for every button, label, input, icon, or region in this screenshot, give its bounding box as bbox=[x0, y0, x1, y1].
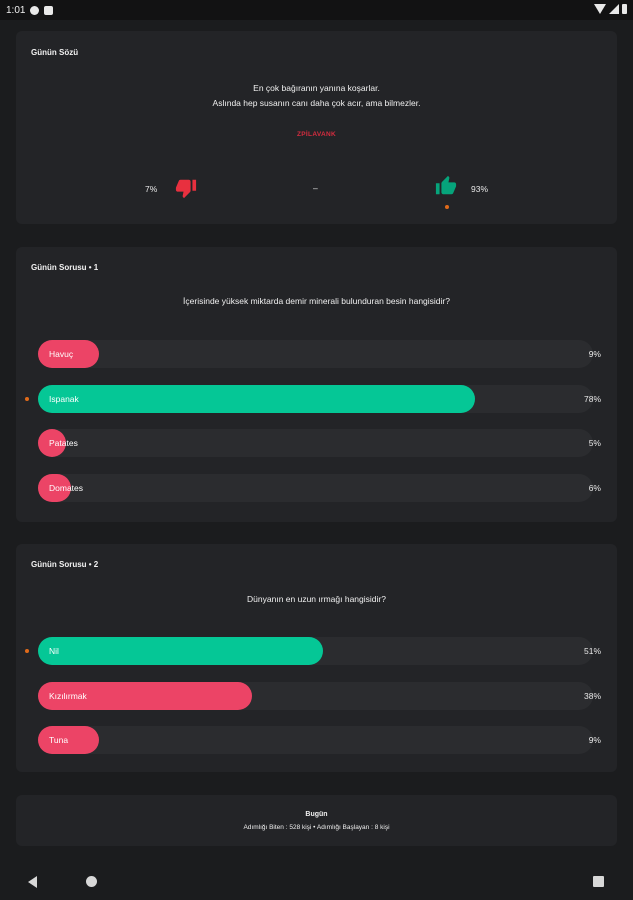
answer-option[interactable]: Ispanak 78% bbox=[38, 384, 601, 413]
answer-fill-bar bbox=[38, 681, 252, 710]
answer-percent: 9% bbox=[588, 735, 601, 745]
question-2-card: Günün Sorusu • 2 Dünyanın en uzun ırmağı… bbox=[16, 544, 617, 772]
like-selected-dot bbox=[445, 205, 449, 209]
home-icon[interactable] bbox=[86, 876, 97, 887]
word-of-day-card: Günün Sözü En çok bağıranın yanına koşar… bbox=[16, 31, 617, 224]
question-1-card: Günün Sorusu • 1 İçerisinde yüksek mikta… bbox=[16, 247, 617, 522]
answer-option[interactable]: Kızılırmak 38% bbox=[38, 681, 601, 710]
answer-fill-bar bbox=[38, 473, 71, 502]
thumbs-up-icon[interactable] bbox=[435, 175, 457, 197]
answer-label: Ispanak bbox=[49, 393, 79, 404]
dislike-percent: 7% bbox=[145, 184, 158, 194]
like-percent: 93% bbox=[471, 184, 489, 194]
signal-icon bbox=[609, 4, 619, 14]
word-card-title: Günün Sözü bbox=[31, 48, 79, 57]
answer-fill-bar bbox=[38, 429, 66, 457]
today-title: Bugün bbox=[305, 811, 328, 818]
back-icon[interactable] bbox=[28, 876, 37, 888]
navigation-bar bbox=[0, 862, 633, 900]
answer-fill-bar bbox=[38, 384, 475, 413]
answer-fill-bar bbox=[38, 637, 323, 665]
answer-label: Tuna bbox=[49, 735, 69, 745]
storage-icon bbox=[44, 5, 54, 15]
answer-option[interactable]: Tuna 9% bbox=[38, 726, 601, 754]
recent-apps-icon[interactable] bbox=[593, 876, 604, 887]
wifi-icon bbox=[594, 4, 606, 14]
answer-label: Kızılırmak bbox=[49, 690, 87, 701]
answer-label: Havuç bbox=[49, 349, 74, 359]
selected-answer-dot bbox=[25, 396, 29, 401]
word-line-1: En çok bağıranın yanına koşarlar. bbox=[253, 83, 380, 93]
status-time: 1:01 bbox=[6, 4, 26, 16]
answer-label: Nil bbox=[49, 646, 59, 656]
selected-answer-dot bbox=[25, 649, 29, 653]
answer-option[interactable]: Patates 5% bbox=[38, 429, 601, 457]
answer-percent: 51% bbox=[583, 646, 601, 656]
answer-fill-bar bbox=[38, 726, 99, 754]
question-1-text: İçerisinde yüksek miktarda demir mineral… bbox=[183, 296, 450, 306]
answer-option[interactable]: Domates 6% bbox=[38, 473, 601, 502]
answer-percent: 9% bbox=[588, 349, 601, 359]
battery-icon bbox=[622, 4, 627, 14]
answer-option[interactable]: Nil 51% bbox=[38, 637, 601, 665]
answer-percent: 78% bbox=[583, 393, 601, 404]
question-2-title: Günün Sorusu • 2 bbox=[31, 560, 99, 569]
today-stats-card: Bugün Adımlığı Biten : 528 kişi • Adımlı… bbox=[16, 795, 617, 846]
notification-icon bbox=[30, 5, 40, 15]
today-stats: Adımlığı Biten : 528 kişi • Adımlığı Baş… bbox=[243, 824, 390, 831]
question-1-title: Günün Sorusu • 1 bbox=[31, 263, 99, 272]
answer-label: Domates bbox=[49, 482, 84, 493]
question-2-text: Dünyanın en uzun ırmağı hangisidir? bbox=[247, 594, 386, 604]
answer-percent: 6% bbox=[588, 482, 601, 493]
answer-percent: 5% bbox=[588, 438, 601, 448]
status-icons bbox=[594, 4, 627, 14]
answer-percent: 38% bbox=[583, 690, 601, 701]
answer-label: Patates bbox=[49, 438, 78, 448]
status-bar: 1:01 bbox=[0, 0, 633, 20]
answer-fill-bar bbox=[38, 340, 99, 368]
vote-separator: – bbox=[313, 183, 318, 193]
answer-option[interactable]: Havuç 9% bbox=[38, 340, 601, 368]
word-line-2: Aslında hep susanın canı daha çok acır, … bbox=[212, 98, 421, 108]
word-author[interactable]: ZPİLAVANK bbox=[297, 131, 336, 138]
thumbs-down-icon[interactable] bbox=[175, 177, 197, 199]
